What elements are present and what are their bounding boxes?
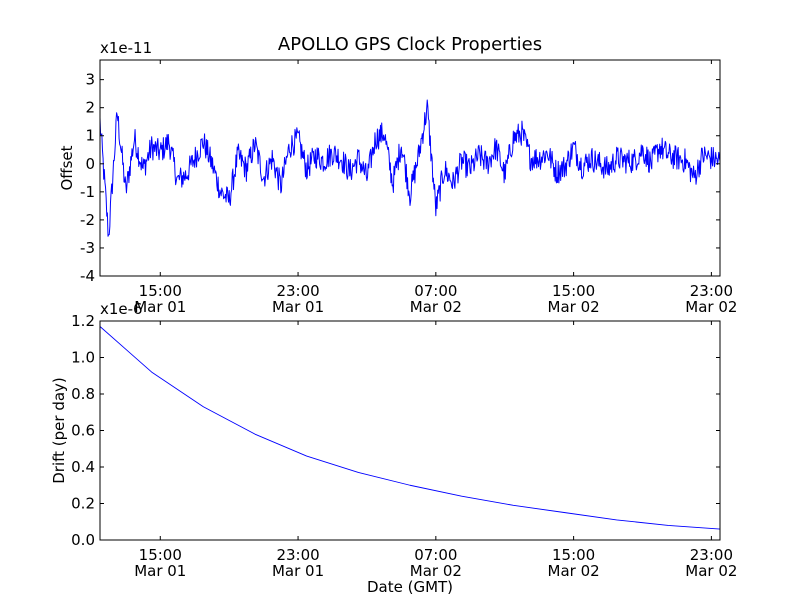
x-tick-label-date: Mar 02 [410, 298, 462, 316]
y-multiplier-label: x1e-6 [100, 300, 143, 318]
y-tick-label: 0.2 [71, 495, 95, 513]
x-tick-label-date: Mar 01 [134, 298, 186, 316]
plot-frame [99, 320, 721, 541]
x-tick-label-date: Mar 02 [548, 298, 600, 316]
x-tick-label-date: Mar 01 [272, 298, 324, 316]
y-multiplier-label: x1e-11 [100, 39, 152, 57]
y-tick-label: 0.6 [71, 422, 95, 440]
y-tick-label: 1.0 [71, 349, 95, 367]
y-tick-label: -2 [80, 211, 95, 229]
y-tick-label: 0.8 [71, 385, 95, 403]
y-tick-label: -3 [80, 239, 95, 257]
y-tick-label: -1 [80, 183, 95, 201]
x-tick-label-time: 23:00 [276, 282, 319, 300]
y-tick-label: 0.4 [71, 458, 95, 476]
y-tick-label: 0.0 [71, 531, 95, 549]
plot-frame [99, 59, 721, 277]
y-tick-label: 1 [85, 127, 95, 145]
y-tick-label: 0 [85, 155, 95, 173]
x-tick-label-date: Mar 02 [410, 562, 462, 580]
x-tick-label-time: 15:00 [139, 546, 182, 564]
y-tick-label: -4 [80, 267, 95, 285]
y-axis-label: Drift (per day) [50, 377, 68, 484]
x-tick-label-time: 07:00 [414, 546, 457, 564]
y-axis-label: Offset [58, 145, 76, 190]
y-tick-label: 2 [85, 99, 95, 117]
x-tick-label-time: 07:00 [414, 282, 457, 300]
x-tick-label-time: 23:00 [690, 282, 733, 300]
x-tick-label-date: Mar 01 [134, 562, 186, 580]
x-tick-label-time: 15:00 [552, 546, 595, 564]
x-axis-label: Date (GMT) [367, 578, 453, 596]
y-tick-label: 3 [85, 71, 95, 89]
x-tick-label-date: Mar 02 [548, 562, 600, 580]
x-tick-label-time: 23:00 [690, 546, 733, 564]
offset-series-line [100, 99, 720, 237]
y-tick-label: 1.2 [71, 312, 95, 330]
x-tick-label-date: Mar 02 [685, 562, 737, 580]
x-tick-label-time: 15:00 [552, 282, 595, 300]
x-tick-label-time: 23:00 [276, 546, 319, 564]
x-tick-label-date: Mar 02 [685, 298, 737, 316]
drift-series-line [100, 326, 720, 530]
x-tick-label-time: 15:00 [139, 282, 182, 300]
chart-title: APOLLO GPS Clock Properties [278, 34, 542, 55]
x-tick-label-date: Mar 01 [272, 562, 324, 580]
